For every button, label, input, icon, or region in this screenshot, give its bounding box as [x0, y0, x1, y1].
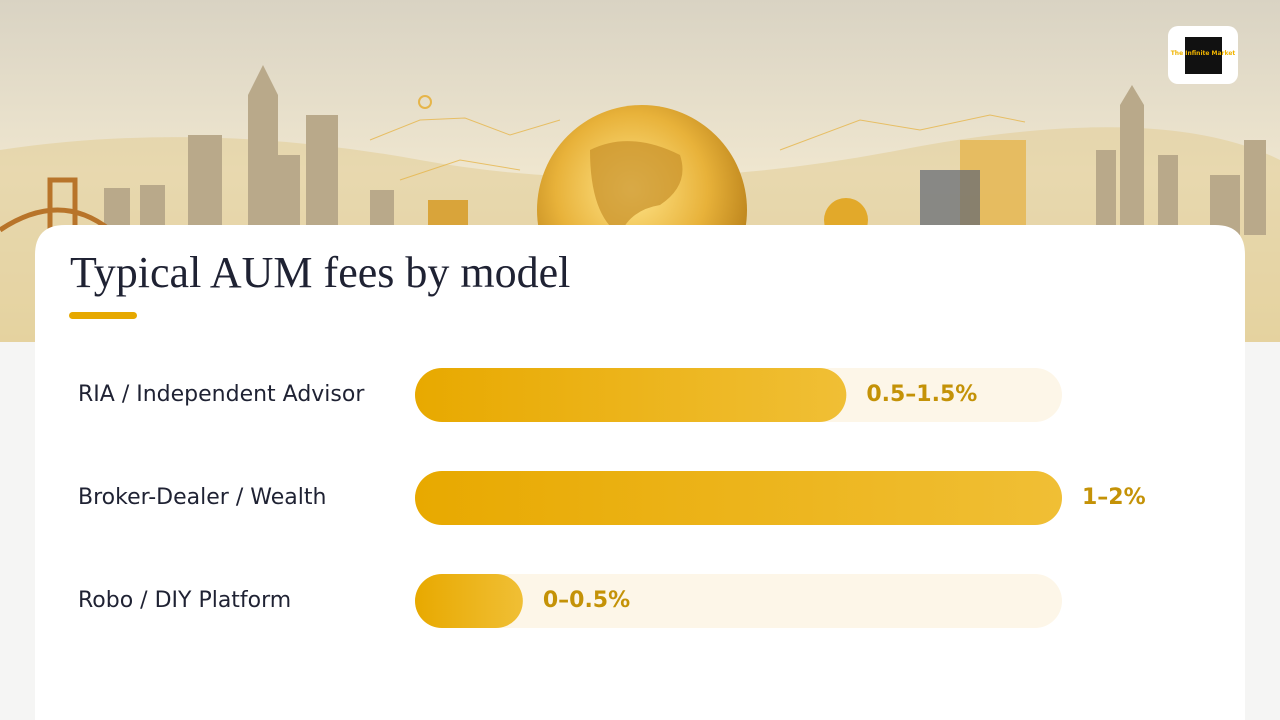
value-label: 0.5–1.5%	[866, 382, 977, 407]
bar	[415, 471, 1062, 525]
bar-chart: RIA / Independent Advisor 0.5–1.5% Broker-…	[78, 368, 1146, 628]
category-label: RIA / Independent Advisor	[78, 382, 365, 407]
chart-title: Typical AUM fees by model	[70, 248, 570, 297]
category-label: Broker-Dealer / Wealth	[78, 485, 326, 510]
title-underline	[69, 312, 137, 319]
category-label: Robo / DIY Platform	[78, 588, 291, 613]
bar-track	[415, 574, 1062, 628]
bar	[415, 368, 847, 422]
bar	[415, 574, 523, 628]
value-label: 1–2%	[1082, 485, 1146, 510]
value-label: 0–0.5%	[543, 588, 630, 613]
logo-text: The Infinite Market	[1171, 50, 1236, 57]
